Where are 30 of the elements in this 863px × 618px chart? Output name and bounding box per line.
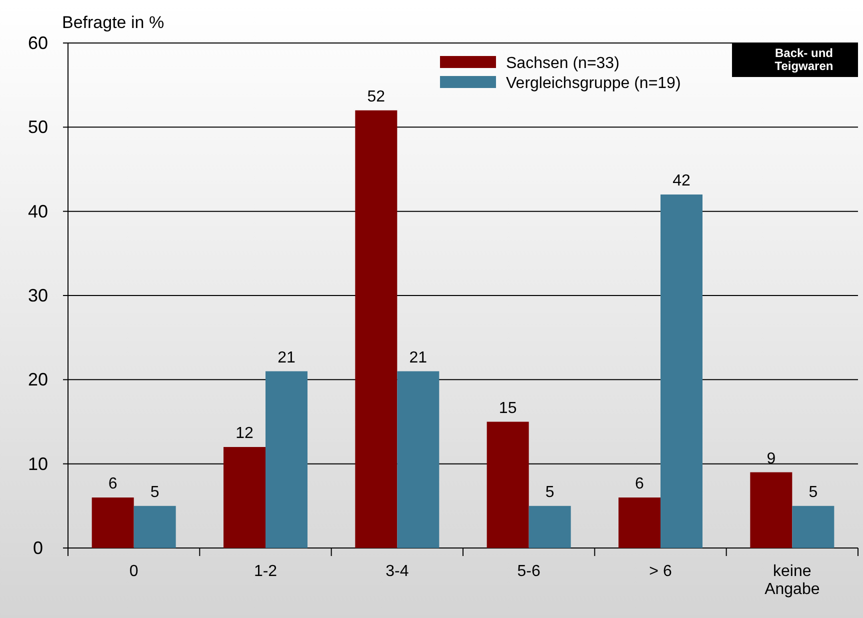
legend-label: Sachsen (n=33) bbox=[506, 55, 620, 72]
data-label: 5 bbox=[545, 484, 554, 501]
y-tick-label: 50 bbox=[28, 117, 48, 138]
data-label: 6 bbox=[108, 476, 118, 492]
y-tick-label: 20 bbox=[28, 370, 48, 390]
x-tick-label: > 6 bbox=[649, 563, 672, 580]
y-tick-label: 10 bbox=[28, 454, 48, 474]
x-tick-label: keine Angabe bbox=[764, 563, 820, 598]
y-tick-label: 30 bbox=[28, 286, 48, 306]
annotation: Back- und Teigwaren bbox=[774, 46, 834, 73]
data-label: 12 bbox=[236, 425, 254, 442]
data-label: 21 bbox=[278, 349, 296, 366]
data-label: 42 bbox=[672, 172, 690, 190]
legend-label: Vergleichsgruppe (n=19) bbox=[506, 75, 681, 92]
x-tick-label: 1-2 bbox=[254, 563, 278, 580]
y-tick-label: 0 bbox=[32, 538, 44, 558]
x-tick-label: 3-4 bbox=[386, 563, 409, 580]
data-label: 9 bbox=[766, 450, 776, 468]
data-label: 52 bbox=[367, 88, 386, 106]
y-tick-label: 40 bbox=[28, 201, 48, 222]
data-label: 5 bbox=[150, 484, 160, 501]
y-axis-title: Befragte in % bbox=[62, 13, 164, 32]
data-label: 15 bbox=[498, 400, 517, 417]
data-label: 21 bbox=[409, 349, 428, 366]
y-tick-label: 60 bbox=[28, 33, 48, 53]
x-tick-label: 0 bbox=[129, 563, 138, 580]
data-label: 5 bbox=[808, 484, 818, 501]
data-label: 6 bbox=[635, 476, 644, 492]
x-tick-label: 5-6 bbox=[517, 563, 540, 580]
label-box: Back- und Teigwaren bbox=[732, 43, 858, 77]
